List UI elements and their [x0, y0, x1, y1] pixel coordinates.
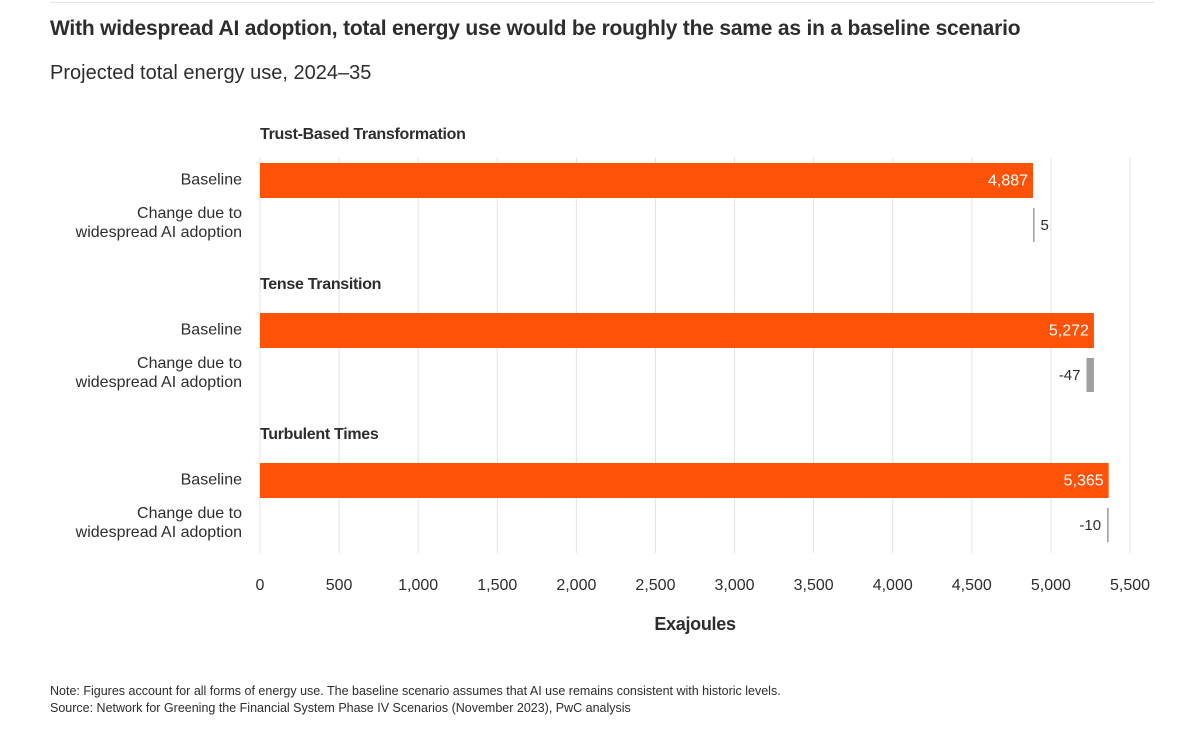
row-label-change-line2: widespread AI adoption: [75, 224, 242, 241]
x-tick-label: 0: [256, 577, 265, 594]
group-title: Trust-Based Transformation: [260, 126, 466, 143]
x-tick-label: 3,500: [794, 577, 834, 594]
x-tick-label: 2,500: [635, 577, 675, 594]
group-title: Tense Transition: [260, 276, 381, 293]
chart-source: Source: Network for Greening the Financi…: [50, 701, 631, 715]
x-tick-label: 4,500: [952, 577, 992, 594]
x-tick-label: 1,000: [398, 577, 438, 594]
baseline-data-label: 5,365: [1064, 473, 1104, 490]
row-label-baseline: Baseline: [181, 472, 242, 489]
x-tick-label: 4,000: [873, 577, 913, 594]
row-label-change-line1: Change due to: [137, 355, 242, 372]
baseline-bar: [260, 163, 1034, 198]
chart-note: Note: Figures account for all forms of e…: [50, 684, 781, 698]
row-label-change-line2: widespread AI adoption: [75, 374, 242, 391]
x-axis-title: Exajoules: [654, 614, 736, 634]
x-tick-label: 5,500: [1110, 577, 1150, 594]
baseline-bar: [260, 463, 1109, 498]
x-tick-label: 5,000: [1031, 577, 1071, 594]
row-label-change-line2: widespread AI adoption: [75, 524, 242, 541]
x-tick-label: 2,000: [556, 577, 596, 594]
bar-chart: Trust-Based Transformation Baseline 4,887 C…: [75, 126, 1150, 634]
change-bar: [1033, 208, 1035, 242]
baseline-data-label: 4,887: [988, 173, 1028, 190]
group-title: Turbulent Times: [260, 426, 379, 443]
chart-title: With widespread AI adoption, total energ…: [50, 17, 1021, 40]
change-bar: [1107, 508, 1109, 542]
x-tick-label: 500: [326, 577, 353, 594]
x-tick-label: 3,000: [715, 577, 755, 594]
row-label-baseline: Baseline: [181, 322, 242, 339]
row-label-change-line1: Change due to: [137, 205, 242, 222]
row-label-change-line1: Change due to: [137, 505, 242, 522]
baseline-bar: [260, 313, 1094, 348]
change-bar: [1086, 358, 1094, 392]
chart-footer: Note: Figures account for all forms of e…: [50, 683, 781, 717]
row-label-baseline: Baseline: [181, 172, 242, 189]
change-data-label: -10: [1079, 517, 1101, 534]
chart-subtitle: Projected total energy use, 2024–35: [50, 62, 372, 84]
top-divider: [50, 2, 1154, 3]
baseline-data-label: 5,272: [1049, 323, 1089, 340]
change-data-label: 5: [1041, 217, 1049, 234]
change-data-label: -47: [1059, 367, 1081, 384]
x-tick-label: 1,500: [477, 577, 517, 594]
